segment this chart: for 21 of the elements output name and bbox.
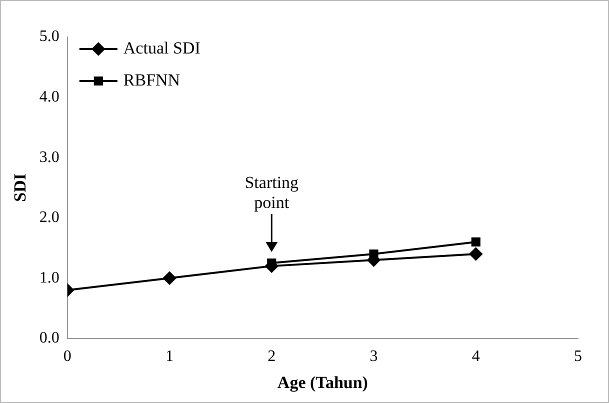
y-tick-label: 1.0	[39, 269, 60, 286]
point	[471, 237, 480, 246]
y-axis-title: SDI	[10, 173, 30, 202]
point	[163, 272, 176, 285]
y-tick-label: 2.0	[39, 209, 60, 226]
y-tick-label: 3.0	[39, 148, 60, 166]
x-axis-title: Age (Tahun)	[277, 373, 368, 392]
x-tick-label: 0	[63, 348, 72, 366]
annotation: Starting point	[244, 173, 300, 212]
y-tick-label: 4.0	[39, 88, 60, 106]
legend-label: Actual SDI	[123, 38, 201, 58]
legend-label: RBFNN	[123, 70, 180, 90]
x-tick-label: 1	[166, 348, 174, 366]
point	[469, 248, 482, 261]
x-tick-label: 2	[268, 348, 276, 366]
x-tick-label: 5	[574, 348, 582, 366]
y-tick-label: 0.0	[39, 330, 60, 347]
point	[369, 249, 378, 259]
x-tick-label: 3	[370, 348, 378, 366]
y-tick-label: 5.0	[39, 28, 60, 46]
x-tick-label: 4	[472, 348, 480, 366]
